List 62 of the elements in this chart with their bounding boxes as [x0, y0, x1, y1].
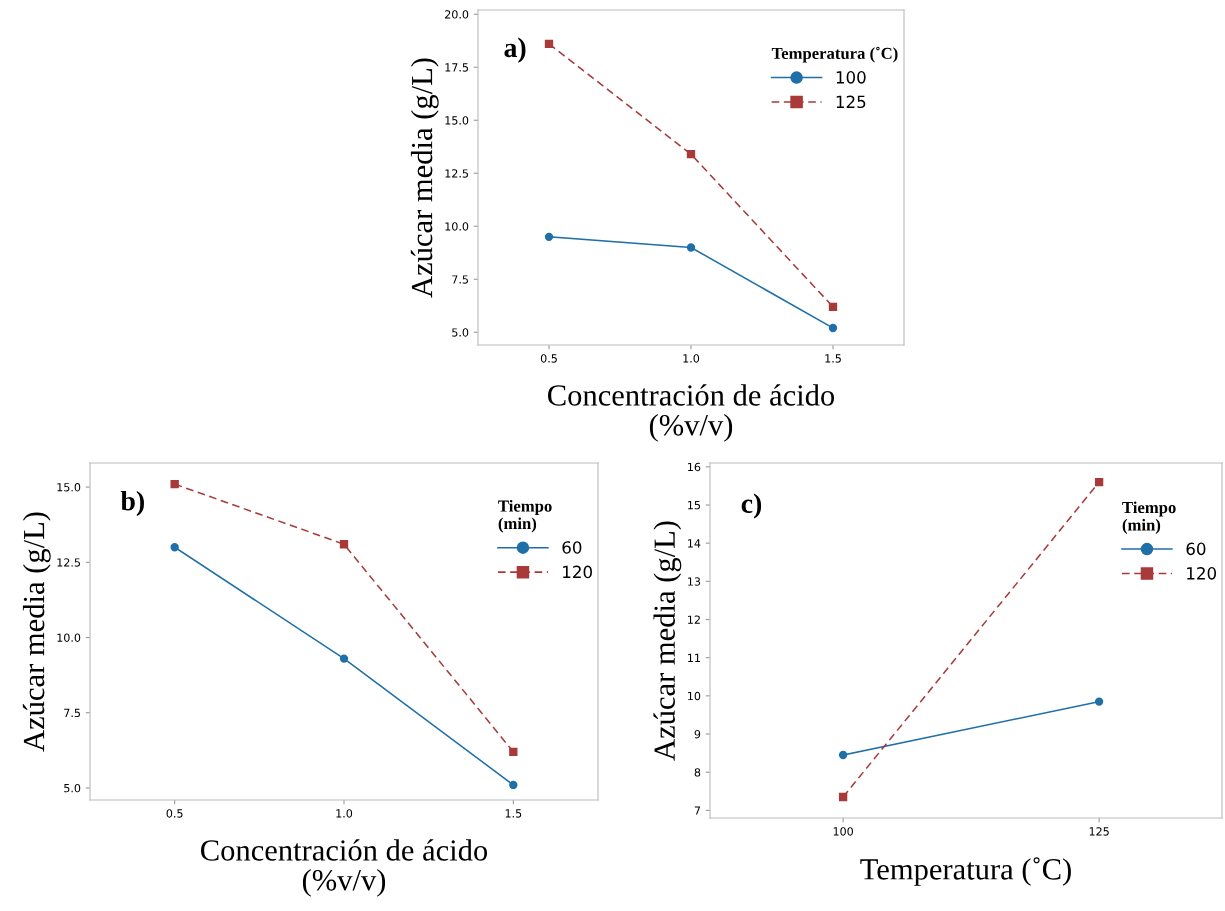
- x-axis-title: Concentración de ácido (%v/v): [548, 384, 835, 442]
- legend-label: 100: [836, 71, 866, 84]
- annotation: b): [120, 490, 144, 517]
- legend-label: 120: [563, 565, 592, 579]
- y-tick-label: 12: [688, 615, 700, 624]
- y-tick-label: 7: [694, 806, 701, 815]
- annotation: c): [741, 493, 762, 519]
- y-tick-label: 17.5: [445, 63, 468, 72]
- y-tick-label: 13: [688, 577, 701, 586]
- point: [509, 780, 518, 790]
- point: [838, 792, 848, 802]
- legend-title: Tiempo (min): [1122, 501, 1176, 534]
- point: [1094, 697, 1104, 706]
- legend-title: Temperatura (˚C): [771, 46, 898, 63]
- annotation: a): [504, 37, 526, 63]
- y-tick-label: 12.5: [445, 169, 468, 178]
- x-tick-label: 1.5: [825, 354, 841, 363]
- y-tick-label: 9: [694, 730, 701, 739]
- legend-label: 125: [836, 95, 866, 109]
- point: [828, 323, 838, 333]
- point: [838, 750, 848, 760]
- x-axis-title: Temperatura (˚C): [860, 857, 1071, 886]
- y-tick-label: 5.0: [64, 783, 81, 793]
- legend-label: 120: [1187, 567, 1217, 580]
- point: [1094, 477, 1104, 487]
- y-tick-label: 10.0: [57, 633, 81, 642]
- x-tick-label: 1.5: [505, 809, 522, 818]
- y-axis-title: Azúcar media (g/L): [22, 512, 51, 752]
- point: [170, 543, 179, 552]
- point: [509, 747, 518, 757]
- y-tick-label: 11: [688, 653, 700, 662]
- y-tick-label: 16: [688, 462, 701, 472]
- point: [544, 232, 554, 242]
- y-tick-label: 5.0: [452, 328, 469, 337]
- x-axis-title: Concentración de ácido (%v/v): [201, 839, 488, 897]
- y-tick-label: 15.0: [445, 116, 469, 125]
- y-tick-label: 10.0: [445, 222, 469, 231]
- x-tick-label: 0.5: [166, 809, 183, 818]
- legend-label: 60: [562, 541, 582, 554]
- x-tick-label: 1.0: [336, 809, 353, 818]
- y-tick-label: 10: [688, 691, 701, 701]
- point: [686, 150, 696, 159]
- legend-title: Tiempo (min): [498, 499, 552, 533]
- y-tick-label: 15: [688, 501, 700, 510]
- y-tick-label: 8: [694, 768, 701, 777]
- x-tick-label: 0.5: [540, 354, 557, 363]
- y-tick-label: 15.0: [57, 483, 81, 492]
- y-axis-title: Azúcar media (g/L): [410, 58, 439, 298]
- point: [828, 302, 838, 312]
- point: [170, 479, 179, 489]
- y-tick-label: 12.5: [57, 558, 80, 567]
- y-tick-label: 20.0: [445, 10, 469, 19]
- y-tick-label: 7.5: [64, 708, 80, 718]
- legend-label: 60: [1186, 542, 1206, 556]
- x-tick-label: 1.0: [683, 354, 700, 363]
- y-tick-label: 14: [688, 539, 701, 548]
- point: [339, 654, 349, 663]
- point: [544, 39, 554, 49]
- point: [686, 243, 696, 252]
- y-axis-title: Azúcar media (g/L): [653, 521, 682, 761]
- y-tick-label: 7.5: [452, 275, 468, 284]
- point: [339, 540, 349, 549]
